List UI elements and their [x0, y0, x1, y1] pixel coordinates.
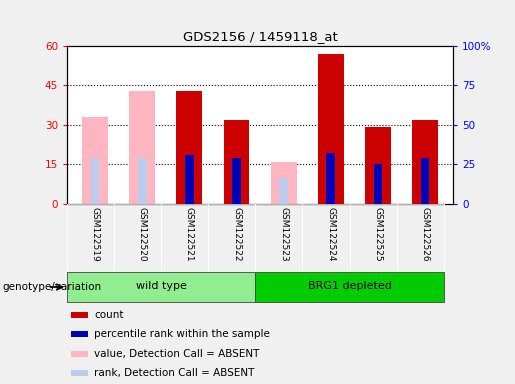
Bar	[138, 158, 147, 204]
Text: GSM122521: GSM122521	[185, 207, 194, 262]
Bar	[129, 91, 155, 204]
Bar	[114, 204, 161, 271]
Bar	[397, 204, 444, 271]
Bar	[177, 91, 202, 204]
Bar	[208, 204, 255, 271]
Bar	[67, 204, 114, 271]
Text: count: count	[94, 310, 124, 320]
Text: genotype/variation: genotype/variation	[3, 282, 101, 292]
Text: percentile rank within the sample: percentile rank within the sample	[94, 329, 270, 339]
Bar	[232, 158, 241, 204]
Bar	[318, 54, 344, 204]
Bar	[280, 178, 288, 204]
Bar	[327, 153, 335, 204]
Text: GSM122523: GSM122523	[279, 207, 288, 262]
Title: GDS2156 / 1459118_at: GDS2156 / 1459118_at	[183, 30, 337, 43]
Bar	[255, 272, 444, 302]
Bar	[271, 162, 297, 204]
Bar	[71, 312, 88, 318]
Bar	[302, 204, 350, 271]
Bar	[71, 370, 88, 376]
Text: GSM122524: GSM122524	[326, 207, 335, 262]
Bar	[412, 119, 438, 204]
Text: GSM122520: GSM122520	[138, 207, 147, 262]
Bar	[350, 204, 397, 271]
Bar	[365, 127, 391, 204]
Bar	[421, 158, 429, 204]
Text: GSM122526: GSM122526	[420, 207, 430, 262]
Text: value, Detection Call = ABSENT: value, Detection Call = ABSENT	[94, 349, 260, 359]
Text: BRG1 depleted: BRG1 depleted	[307, 281, 391, 291]
Bar	[67, 272, 255, 302]
Bar	[82, 117, 108, 204]
Text: wild type: wild type	[136, 281, 186, 291]
Text: GSM122525: GSM122525	[373, 207, 382, 262]
Bar	[185, 155, 194, 204]
Bar	[71, 351, 88, 357]
Bar	[161, 204, 208, 271]
Bar	[91, 158, 99, 204]
Bar	[71, 331, 88, 337]
Bar	[224, 119, 249, 204]
Text: GSM122522: GSM122522	[232, 207, 241, 262]
Text: GSM122519: GSM122519	[91, 207, 100, 262]
Bar	[255, 204, 302, 271]
Text: rank, Detection Call = ABSENT: rank, Detection Call = ABSENT	[94, 368, 254, 378]
Bar	[373, 164, 382, 204]
